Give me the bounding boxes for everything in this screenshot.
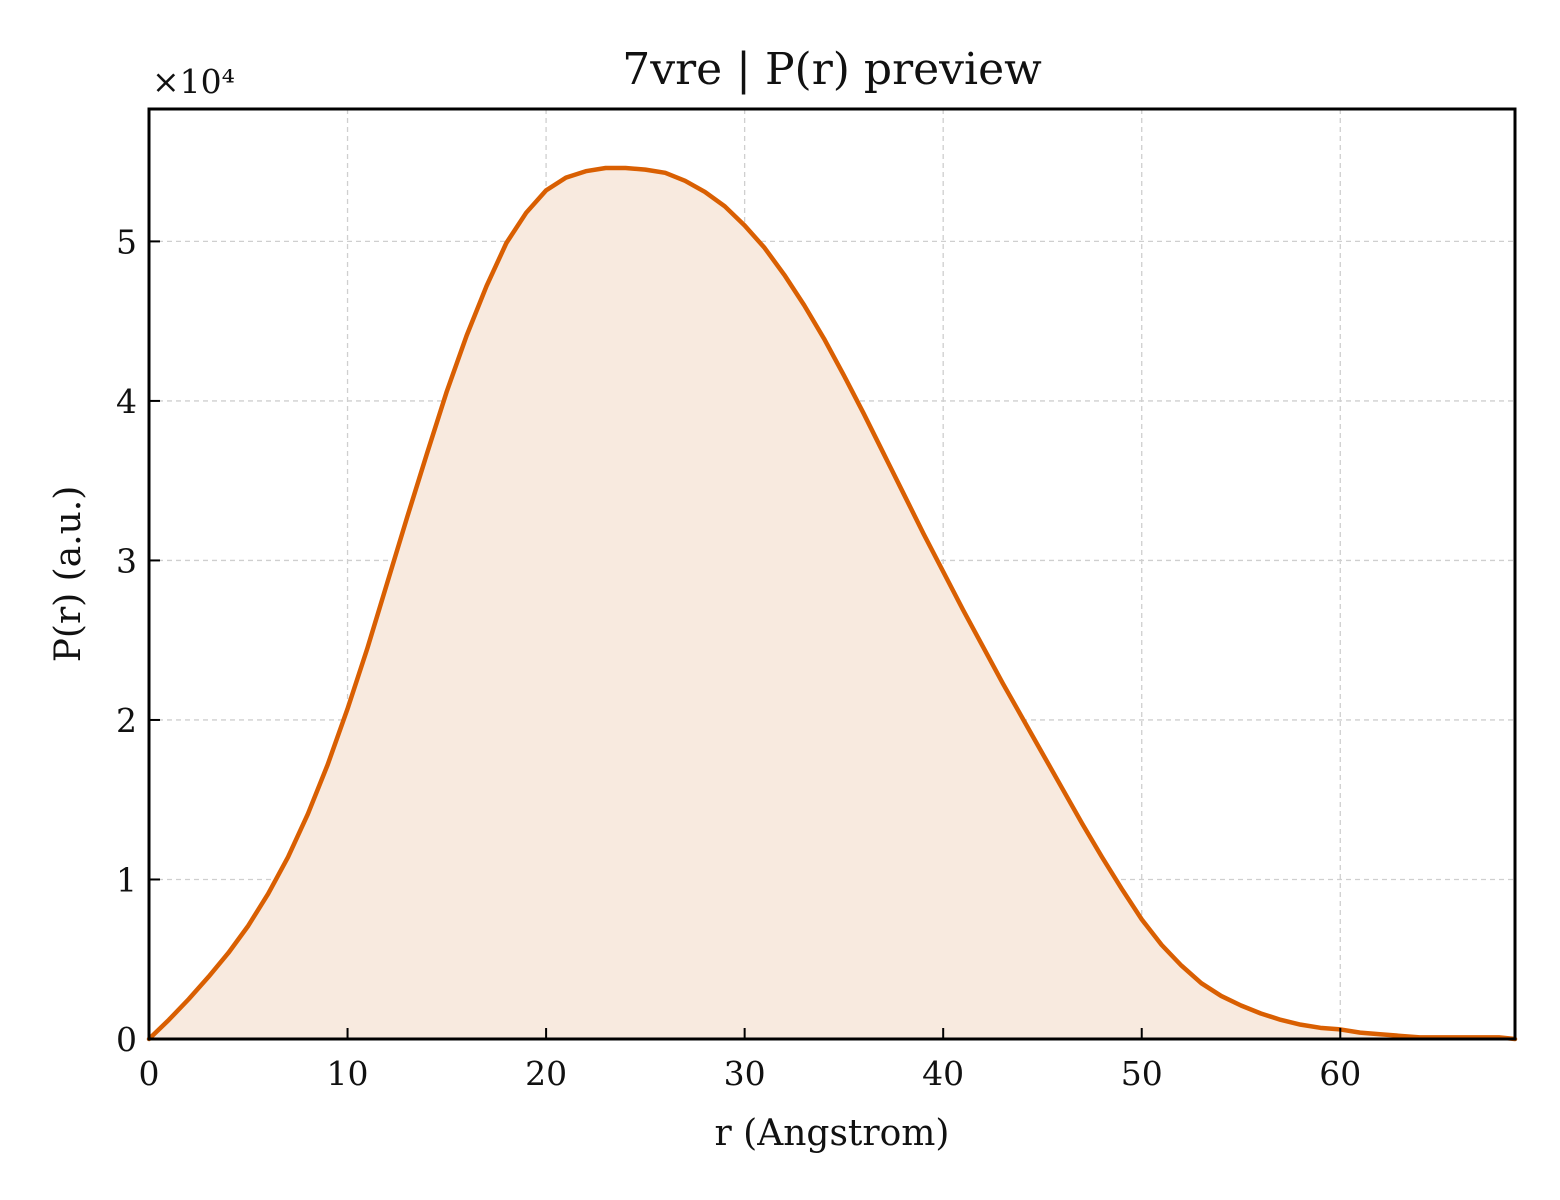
y-tick-label: 2	[116, 701, 137, 740]
x-tick-label: 40	[922, 1054, 964, 1093]
x-tick-label: 30	[724, 1054, 766, 1093]
y-tick-label: 4	[116, 382, 137, 421]
y-tick-label: 1	[116, 860, 137, 899]
y-tick-label: 3	[116, 541, 137, 580]
series-line	[146, 165, 1518, 1042]
x-tick-label: 0	[139, 1054, 160, 1093]
y-axis-label: P(r) (a.u.)	[48, 486, 89, 663]
area-fill	[149, 168, 1515, 1039]
x-tick-label: 60	[1319, 1054, 1361, 1093]
chart-title: 7vre | P(r) preview	[622, 44, 1042, 95]
axis-ticks: 0 10 20 30 40 50 60 0 1 2 3 4 5	[116, 222, 1361, 1093]
y-tick-label: 5	[116, 222, 137, 261]
plot-frame	[147, 107, 1517, 1041]
x-tick-label: 10	[327, 1054, 369, 1093]
x-axis-label: r (Angstrom)	[715, 1113, 950, 1154]
y-tick-label: 0	[116, 1020, 137, 1059]
y-multiplier-label: ×10⁴	[152, 62, 235, 101]
x-tick-label: 50	[1121, 1054, 1163, 1093]
x-tick-label: 20	[525, 1054, 567, 1093]
